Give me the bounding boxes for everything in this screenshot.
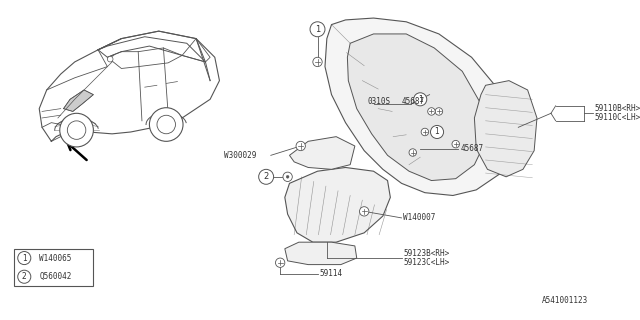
Text: 2: 2: [22, 272, 27, 281]
Text: 1: 1: [22, 253, 27, 262]
Circle shape: [360, 207, 369, 216]
Text: 59114: 59114: [319, 269, 342, 278]
Circle shape: [157, 115, 175, 134]
Polygon shape: [474, 81, 537, 177]
Text: 1: 1: [315, 25, 320, 34]
Polygon shape: [289, 137, 355, 169]
Circle shape: [259, 169, 274, 184]
Circle shape: [283, 172, 292, 181]
Text: 2: 2: [264, 172, 269, 181]
Text: W140065: W140065: [39, 253, 72, 262]
Circle shape: [18, 270, 31, 283]
Text: 59123C<LH>: 59123C<LH>: [403, 258, 450, 267]
Polygon shape: [63, 90, 93, 111]
Polygon shape: [285, 242, 356, 265]
Circle shape: [435, 108, 443, 115]
Circle shape: [296, 141, 305, 151]
Text: 1: 1: [418, 95, 422, 104]
Polygon shape: [348, 34, 486, 180]
Text: 59110C<LH>: 59110C<LH>: [595, 114, 640, 123]
Circle shape: [428, 108, 435, 115]
Polygon shape: [285, 167, 390, 242]
Text: 0310S: 0310S: [367, 97, 390, 106]
Circle shape: [67, 121, 86, 140]
Bar: [14, 249, 93, 286]
Circle shape: [421, 128, 429, 136]
Circle shape: [452, 140, 460, 148]
Circle shape: [275, 258, 285, 268]
Circle shape: [149, 108, 183, 141]
Circle shape: [108, 56, 113, 62]
Polygon shape: [325, 18, 512, 196]
Text: W140007: W140007: [403, 213, 436, 222]
Text: 45687: 45687: [460, 144, 483, 153]
Circle shape: [18, 252, 31, 265]
Text: 59110B<RH>: 59110B<RH>: [595, 104, 640, 113]
Circle shape: [409, 149, 417, 156]
Text: W300029: W300029: [224, 151, 257, 160]
Text: 45687: 45687: [401, 97, 425, 106]
Text: Q560042: Q560042: [39, 272, 72, 281]
Circle shape: [60, 113, 93, 147]
Circle shape: [310, 22, 325, 37]
Text: A541001123: A541001123: [542, 296, 588, 305]
Circle shape: [413, 93, 427, 106]
Circle shape: [431, 125, 444, 139]
Text: 1: 1: [435, 127, 440, 137]
Circle shape: [313, 57, 322, 67]
Circle shape: [286, 175, 289, 178]
Text: 59123B<RH>: 59123B<RH>: [403, 249, 450, 258]
